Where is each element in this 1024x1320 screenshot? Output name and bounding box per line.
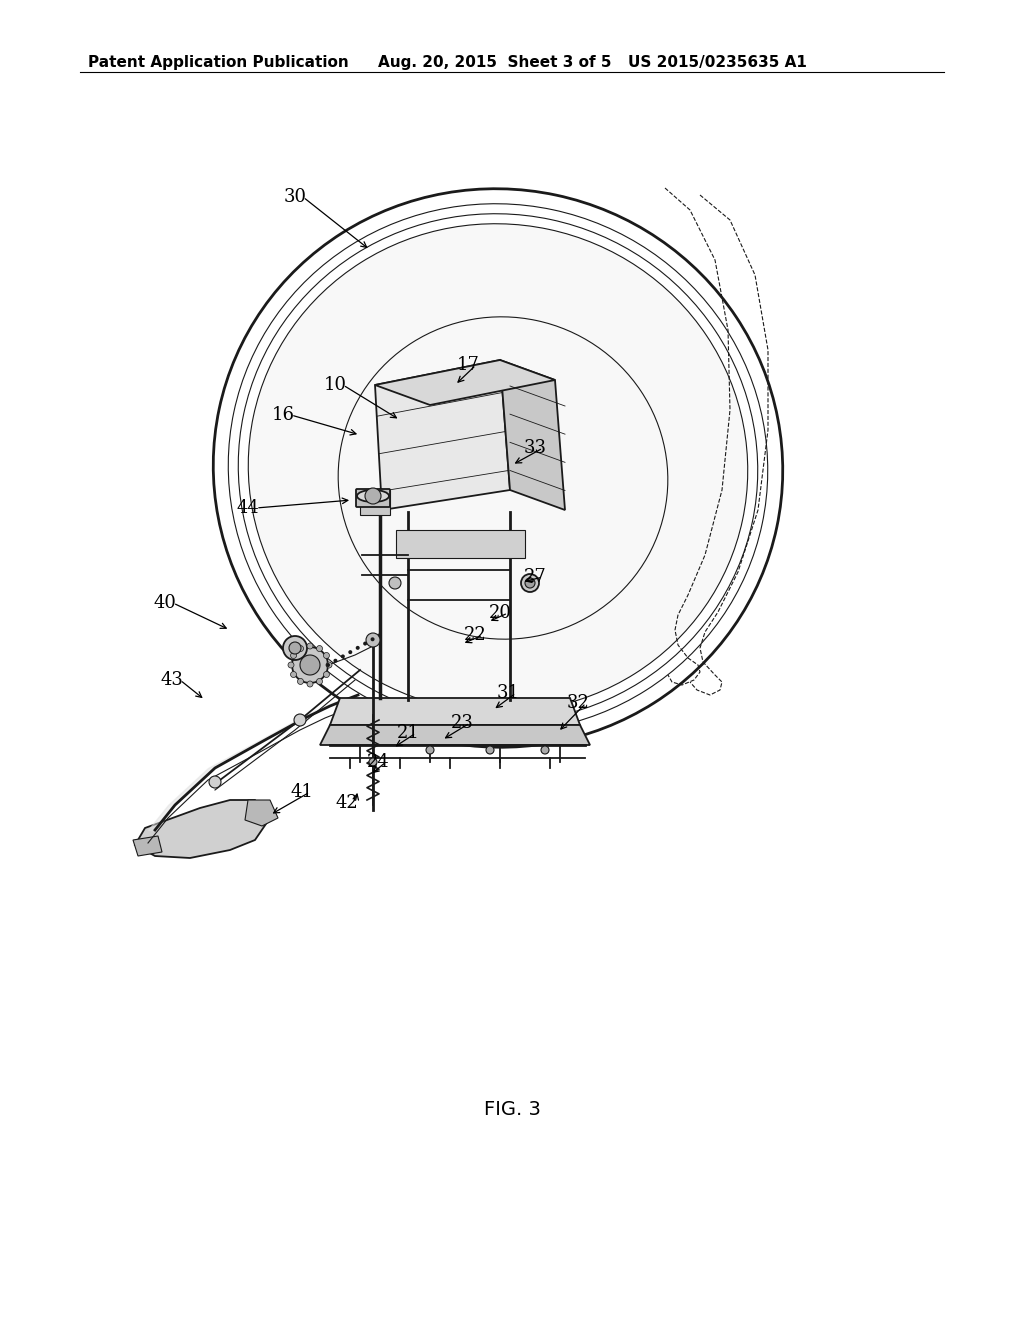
Text: 31: 31 — [497, 684, 519, 702]
Circle shape — [348, 651, 352, 655]
Text: 30: 30 — [284, 187, 306, 206]
Text: 16: 16 — [271, 407, 295, 424]
Circle shape — [324, 652, 330, 659]
Circle shape — [326, 663, 332, 668]
Circle shape — [288, 663, 294, 668]
Circle shape — [307, 643, 313, 649]
Text: Aug. 20, 2015  Sheet 3 of 5: Aug. 20, 2015 Sheet 3 of 5 — [378, 55, 611, 70]
Circle shape — [291, 652, 297, 659]
Text: US 2015/0235635 A1: US 2015/0235635 A1 — [628, 55, 807, 70]
Polygon shape — [133, 836, 162, 855]
FancyBboxPatch shape — [356, 488, 390, 507]
Circle shape — [426, 746, 434, 754]
Circle shape — [521, 574, 539, 591]
Text: 20: 20 — [488, 605, 511, 622]
Circle shape — [326, 663, 330, 667]
Text: 21: 21 — [396, 723, 420, 742]
Polygon shape — [375, 360, 510, 510]
Circle shape — [334, 659, 338, 663]
Circle shape — [300, 655, 319, 675]
Text: 44: 44 — [237, 499, 259, 517]
Circle shape — [541, 746, 549, 754]
Circle shape — [292, 647, 328, 682]
Ellipse shape — [357, 490, 389, 502]
Polygon shape — [360, 490, 390, 515]
Text: 32: 32 — [566, 694, 590, 711]
Circle shape — [294, 714, 306, 726]
Circle shape — [298, 645, 303, 652]
Circle shape — [525, 578, 535, 587]
Circle shape — [366, 634, 380, 647]
Polygon shape — [245, 800, 278, 826]
Polygon shape — [135, 800, 270, 858]
Circle shape — [289, 642, 301, 653]
Circle shape — [298, 678, 303, 685]
Circle shape — [486, 746, 494, 754]
Text: 24: 24 — [367, 752, 389, 771]
Polygon shape — [319, 725, 590, 744]
Text: 43: 43 — [161, 671, 183, 689]
Polygon shape — [396, 531, 525, 558]
Circle shape — [316, 645, 323, 652]
Circle shape — [369, 758, 377, 766]
Text: 23: 23 — [451, 714, 473, 733]
Circle shape — [355, 645, 359, 649]
Text: 42: 42 — [336, 795, 358, 812]
Circle shape — [365, 488, 381, 504]
Ellipse shape — [248, 223, 748, 713]
Circle shape — [389, 577, 401, 589]
Polygon shape — [500, 360, 565, 510]
Circle shape — [371, 638, 375, 642]
Circle shape — [341, 655, 345, 659]
Circle shape — [316, 678, 323, 685]
Circle shape — [291, 672, 297, 677]
Text: 27: 27 — [523, 568, 547, 586]
Text: 17: 17 — [457, 356, 479, 374]
Polygon shape — [375, 360, 555, 405]
Text: FIG. 3: FIG. 3 — [483, 1100, 541, 1119]
Polygon shape — [330, 698, 580, 725]
Text: 10: 10 — [324, 376, 346, 393]
Text: Patent Application Publication: Patent Application Publication — [88, 55, 349, 70]
Circle shape — [378, 634, 382, 638]
Circle shape — [283, 636, 307, 660]
Text: 22: 22 — [464, 626, 486, 644]
Circle shape — [324, 672, 330, 677]
Circle shape — [307, 681, 313, 686]
Text: 41: 41 — [291, 783, 313, 801]
Text: 33: 33 — [523, 440, 547, 457]
Circle shape — [209, 776, 221, 788]
Circle shape — [364, 642, 368, 645]
Text: 40: 40 — [154, 594, 176, 612]
